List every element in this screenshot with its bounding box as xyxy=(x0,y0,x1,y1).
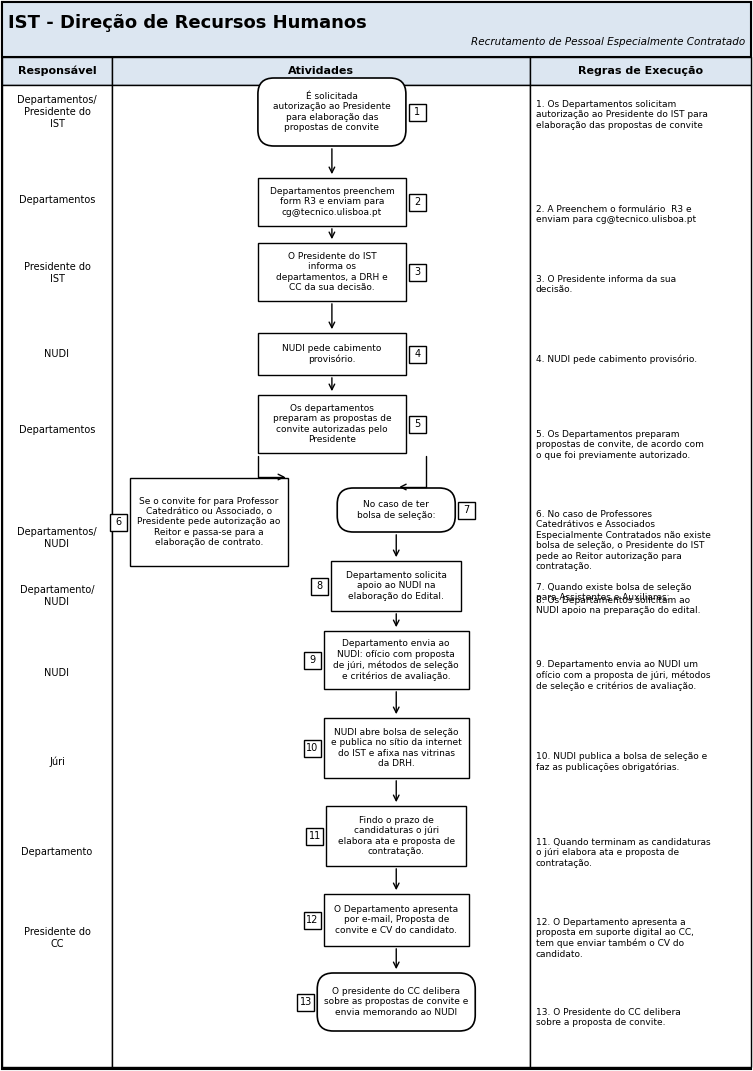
Text: Findo o prazo de
candidaturas o júri
elabora ata e proposta de
contratação.: Findo o prazo de candidaturas o júri ela… xyxy=(337,816,455,856)
Text: 13. O Presidente do CC delibera
sobre a proposta de convite.: 13. O Presidente do CC delibera sobre a … xyxy=(536,1008,681,1027)
Bar xyxy=(409,346,426,362)
Bar xyxy=(324,894,468,946)
Bar xyxy=(331,561,462,610)
Bar xyxy=(326,806,466,866)
Text: 13: 13 xyxy=(300,997,312,1007)
Bar xyxy=(409,416,426,433)
Bar xyxy=(297,994,314,1011)
Text: 6: 6 xyxy=(115,517,121,527)
Text: 9. Departamento envia ao NUDI um
ofício com a proposta de júri, métodos
de seleç: 9. Departamento envia ao NUDI um ofício … xyxy=(536,660,711,691)
Text: 6. No caso de Professores
Catedrátivos e Associados
Especialmente Contratados nã: 6. No caso de Professores Catedrátivos e… xyxy=(536,510,711,602)
Text: Departamento/
NUDI: Departamento/ NUDI xyxy=(20,585,94,607)
Bar xyxy=(324,631,468,689)
Bar xyxy=(2,2,751,57)
Bar xyxy=(530,85,751,1067)
Bar xyxy=(324,718,468,778)
Text: O presidente do CC delibera
sobre as propostas de convite e
envia memorando ao N: O presidente do CC delibera sobre as pro… xyxy=(324,987,468,1016)
Text: 9: 9 xyxy=(309,655,316,665)
Text: NUDI: NUDI xyxy=(44,668,69,678)
Text: 7: 7 xyxy=(464,506,470,515)
Text: No caso de ter
bolsa de seleção:: No caso de ter bolsa de seleção: xyxy=(357,500,435,519)
Text: 11: 11 xyxy=(309,831,321,841)
Bar xyxy=(258,178,406,226)
Bar xyxy=(258,395,406,453)
Text: 5. Os Departamentos preparam
propostas de convite, de acordo com
o que foi previ: 5. Os Departamentos preparam propostas d… xyxy=(536,429,704,459)
Text: Presidente do
IST: Presidente do IST xyxy=(23,262,90,284)
Text: 2. A Preenchem o formulário  R3 e
enviam para cg@tecnico.ulisboa.pt: 2. A Preenchem o formulário R3 e enviam … xyxy=(536,205,696,225)
Text: Recrutamento de Pessoal Especialmente Contratado: Recrutamento de Pessoal Especialmente Co… xyxy=(471,36,745,47)
Text: É solicitada
autorização ao Presidente
para elaboração das
propostas de convite: É solicitada autorização ao Presidente p… xyxy=(273,92,391,132)
FancyBboxPatch shape xyxy=(258,78,406,146)
Text: Regras de Execução: Regras de Execução xyxy=(578,66,703,76)
Text: 8. Os Departamentos solicitam ao
NUDI apoio na preparação do edital.: 8. Os Departamentos solicitam ao NUDI ap… xyxy=(536,595,700,616)
Text: Departamentos/
Presidente do
IST: Departamentos/ Presidente do IST xyxy=(17,95,97,129)
Text: Atividades: Atividades xyxy=(288,66,354,76)
Text: O Presidente do IST
informa os
departamentos, a DRH e
CC da sua decisão.: O Presidente do IST informa os departame… xyxy=(276,252,388,292)
Text: 5: 5 xyxy=(414,419,420,429)
Text: 1: 1 xyxy=(414,107,420,117)
Bar xyxy=(130,478,288,565)
Bar xyxy=(530,57,751,85)
Text: 3: 3 xyxy=(414,267,420,277)
Text: Júri: Júri xyxy=(49,757,65,767)
Text: Responsável: Responsável xyxy=(17,65,96,76)
Text: 11. Quando terminam as candidaturas
o júri elabora ata e proposta de
contratação: 11. Quando terminam as candidaturas o jú… xyxy=(536,838,711,868)
Bar xyxy=(306,828,323,845)
Text: 4. NUDI pede cabimento provisório.: 4. NUDI pede cabimento provisório. xyxy=(536,355,697,364)
Text: Se o convite for para Professor
Catedrático ou Associado, o
Presidente pede auto: Se o convite for para Professor Catedrát… xyxy=(137,497,281,547)
Text: 1. Os Departamentos solicitam
autorização ao Presidente do IST para
elaboração d: 1. Os Departamentos solicitam autorizaçã… xyxy=(536,100,708,130)
Text: Os departamentos
preparam as propostas de
convite autorizadas pelo
Presidente: Os departamentos preparam as propostas d… xyxy=(273,404,392,444)
Bar xyxy=(409,263,426,281)
Text: 12: 12 xyxy=(306,915,319,925)
Bar xyxy=(459,501,475,518)
Bar xyxy=(258,333,406,375)
Text: Departamentos: Departamentos xyxy=(19,195,95,205)
Bar xyxy=(311,577,328,594)
Text: Departamento envia ao
NUDI: ofício com proposta
de júri, métodos de seleção
e cr: Departamento envia ao NUDI: ofício com p… xyxy=(334,639,459,681)
Bar xyxy=(303,911,321,929)
Text: Departamentos: Departamentos xyxy=(19,425,95,435)
Bar xyxy=(110,513,127,530)
Text: 3. O Presidente informa da sua
decisão.: 3. O Presidente informa da sua decisão. xyxy=(536,275,676,295)
Bar xyxy=(258,243,406,301)
Text: 2: 2 xyxy=(414,197,420,207)
Bar xyxy=(409,104,426,121)
Bar xyxy=(2,57,112,85)
Text: 10. NUDI publica a bolsa de seleção e
faz as publicações obrigatórias.: 10. NUDI publica a bolsa de seleção e fa… xyxy=(536,752,707,772)
Text: Departamentos/
NUDI: Departamentos/ NUDI xyxy=(17,527,97,548)
Text: Departamento solicita
apoio ao NUDI na
elaboração do Edital.: Departamento solicita apoio ao NUDI na e… xyxy=(346,571,447,601)
Text: 10: 10 xyxy=(306,743,319,753)
Bar xyxy=(409,194,426,211)
Bar xyxy=(303,739,321,756)
Text: NUDI abre bolsa de seleção
e publica no sítio da internet
do IST e afixa nas vit: NUDI abre bolsa de seleção e publica no … xyxy=(331,728,462,768)
FancyBboxPatch shape xyxy=(317,972,475,1031)
Bar xyxy=(112,85,530,1067)
Bar xyxy=(303,651,321,668)
Text: IST - Direção de Recursos Humanos: IST - Direção de Recursos Humanos xyxy=(8,14,367,32)
Text: 4: 4 xyxy=(414,349,420,359)
Text: Departamento: Departamento xyxy=(21,847,93,857)
Text: 8: 8 xyxy=(317,580,323,591)
Text: NUDI pede cabimento
provisório.: NUDI pede cabimento provisório. xyxy=(282,344,382,364)
Text: 12. O Departamento apresenta a
proposta em suporte digital ao CC,
tem que enviar: 12. O Departamento apresenta a proposta … xyxy=(536,918,694,959)
Text: Presidente do
CC: Presidente do CC xyxy=(23,927,90,949)
Bar xyxy=(112,57,530,85)
FancyBboxPatch shape xyxy=(337,488,456,532)
Text: Departamentos preenchem
form R3 e enviam para
cg@tecnico.ulisboa.pt: Departamentos preenchem form R3 e enviam… xyxy=(270,187,395,217)
Text: O Departamento apresenta
por e-mail, Proposta de
convite e CV do candidato.: O Departamento apresenta por e-mail, Pro… xyxy=(334,905,459,935)
Bar xyxy=(2,85,112,1067)
Text: NUDI: NUDI xyxy=(44,349,69,359)
